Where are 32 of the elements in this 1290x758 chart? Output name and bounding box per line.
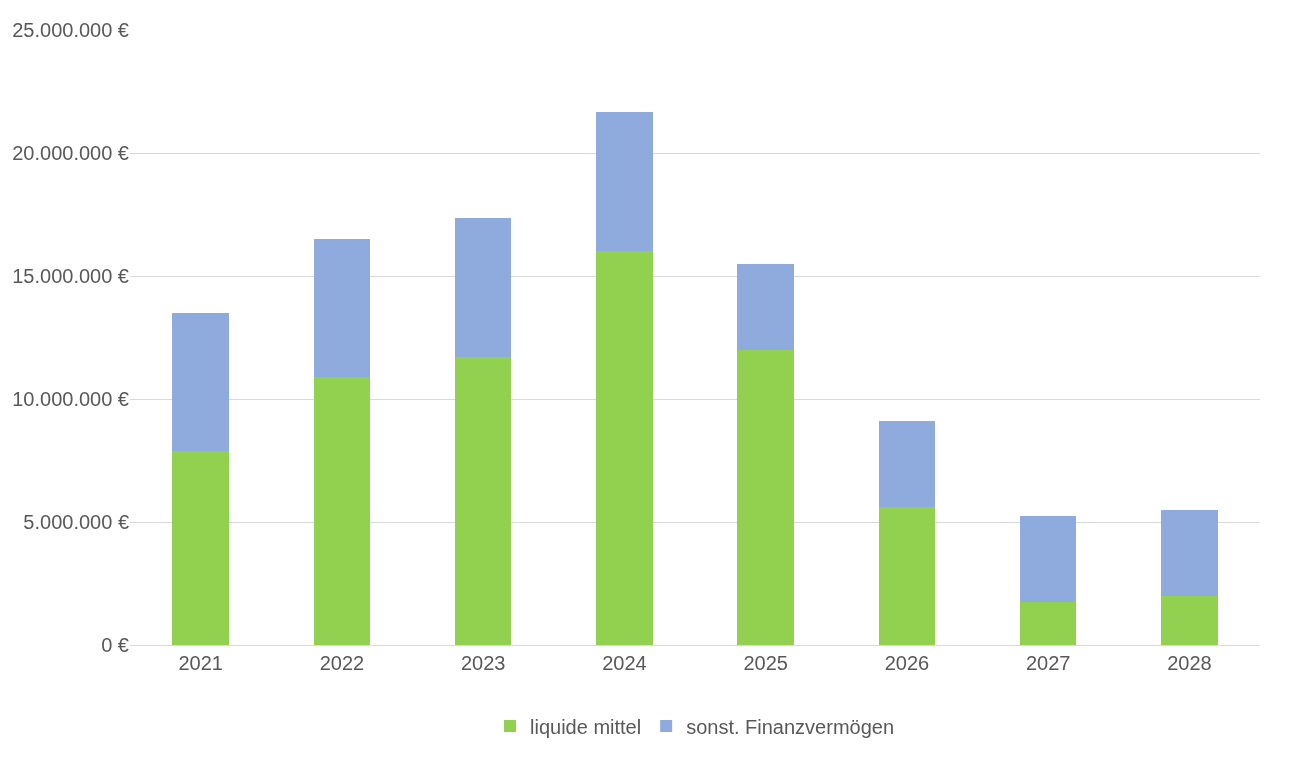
bar [1161,595,1218,645]
legend-label: sonst. Finanzvermögen [686,715,895,738]
bar [172,450,229,645]
x-tick-label: 2026 [884,652,930,674]
bar [454,357,512,645]
y-tick-label: 0 € [101,634,129,656]
bar [172,312,229,451]
bar [313,239,371,377]
y-tick-label: 25.000.000 € [12,19,129,41]
x-tick-label: 2028 [1167,652,1212,674]
bar [737,263,794,350]
bar [737,349,794,645]
x-tick-label: 2021 [178,652,223,674]
bar [313,376,371,645]
bar [454,218,512,358]
bar [1019,515,1077,602]
x-tick-label: 2022 [319,652,365,674]
bar [596,112,653,252]
y-tick-label: 10.000.000 € [12,388,129,410]
x-tick-label: 2025 [743,652,788,674]
x-tick-label: 2027 [1025,652,1071,674]
bar [1161,509,1218,596]
y-tick-label: 5.000.000 € [23,511,129,533]
legend-label: liquide mittel [530,715,642,738]
bar [878,421,936,508]
bar [596,251,653,645]
y-tick-label: 20.000.000 € [12,142,129,164]
bar [878,507,936,645]
y-tick-label: 15.000.000 € [12,265,129,287]
x-tick-label: 2024 [602,652,647,674]
x-tick-label: 2023 [460,652,506,674]
bar [1019,601,1077,645]
